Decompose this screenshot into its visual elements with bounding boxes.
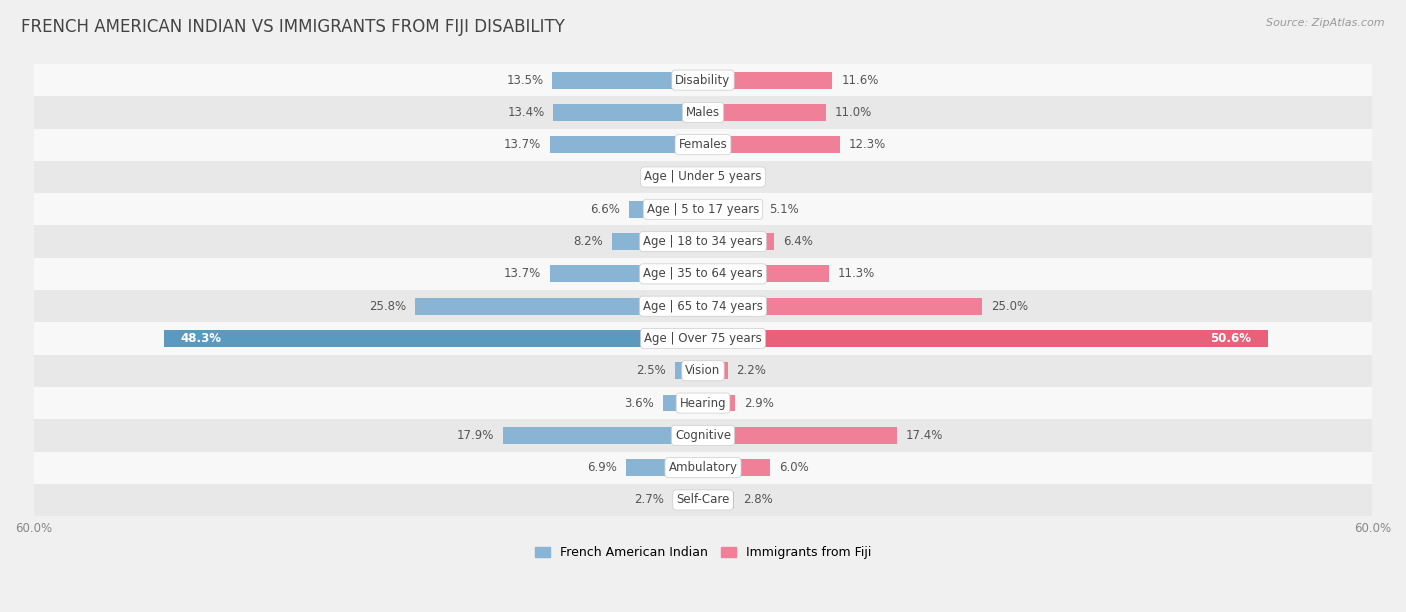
Bar (34, 484, 1372, 516)
Bar (703, 266, 830, 282)
Text: 2.7%: 2.7% (634, 493, 664, 507)
Bar (703, 330, 1268, 347)
Text: Age | 5 to 17 years: Age | 5 to 17 years (647, 203, 759, 216)
Text: Age | 18 to 34 years: Age | 18 to 34 years (643, 235, 763, 248)
Bar (34, 161, 1372, 193)
Text: Vision: Vision (685, 364, 721, 377)
Text: 2.2%: 2.2% (737, 364, 766, 377)
Bar (703, 136, 841, 153)
Bar (630, 201, 703, 218)
Text: 2.9%: 2.9% (744, 397, 775, 409)
Bar (34, 96, 1372, 129)
Bar (554, 104, 703, 121)
Bar (673, 491, 703, 509)
Bar (34, 354, 1372, 387)
Text: 6.6%: 6.6% (591, 203, 620, 216)
Bar (662, 395, 703, 411)
Bar (503, 427, 703, 444)
Text: Self-Care: Self-Care (676, 493, 730, 507)
Text: Age | 35 to 64 years: Age | 35 to 64 years (643, 267, 763, 280)
Text: 0.92%: 0.92% (723, 171, 759, 184)
Text: 6.4%: 6.4% (783, 235, 813, 248)
Bar (34, 419, 1372, 452)
Bar (553, 72, 703, 89)
Text: 3.6%: 3.6% (624, 397, 654, 409)
Bar (703, 298, 981, 315)
Bar (34, 225, 1372, 258)
Text: 13.4%: 13.4% (508, 106, 544, 119)
Bar (703, 491, 734, 509)
Text: 5.1%: 5.1% (769, 203, 799, 216)
Text: 13.5%: 13.5% (506, 73, 544, 87)
Legend: French American Indian, Immigrants from Fiji: French American Indian, Immigrants from … (530, 541, 876, 564)
Text: Age | 65 to 74 years: Age | 65 to 74 years (643, 300, 763, 313)
Text: Males: Males (686, 106, 720, 119)
Text: 6.0%: 6.0% (779, 461, 808, 474)
Bar (34, 258, 1372, 290)
Bar (34, 387, 1372, 419)
Bar (703, 104, 825, 121)
Text: 6.9%: 6.9% (588, 461, 617, 474)
Text: 11.3%: 11.3% (838, 267, 876, 280)
Bar (415, 298, 703, 315)
Text: Age | Under 5 years: Age | Under 5 years (644, 171, 762, 184)
Text: 8.2%: 8.2% (572, 235, 603, 248)
Text: 11.6%: 11.6% (841, 73, 879, 87)
Bar (34, 323, 1372, 354)
Bar (34, 290, 1372, 323)
Text: 11.0%: 11.0% (835, 106, 872, 119)
Bar (626, 459, 703, 476)
Bar (550, 266, 703, 282)
Text: Ambulatory: Ambulatory (668, 461, 738, 474)
Text: 12.3%: 12.3% (849, 138, 886, 151)
Bar (703, 427, 897, 444)
Text: Disability: Disability (675, 73, 731, 87)
Text: 48.3%: 48.3% (181, 332, 222, 345)
Bar (703, 233, 775, 250)
Bar (703, 362, 727, 379)
Text: 2.5%: 2.5% (637, 364, 666, 377)
Text: 13.7%: 13.7% (503, 138, 541, 151)
Text: 2.8%: 2.8% (744, 493, 773, 507)
Bar (703, 459, 770, 476)
Text: Hearing: Hearing (679, 397, 727, 409)
Bar (34, 452, 1372, 484)
Bar (612, 233, 703, 250)
Text: 13.7%: 13.7% (503, 267, 541, 280)
Bar (689, 168, 703, 185)
Text: Source: ZipAtlas.com: Source: ZipAtlas.com (1267, 18, 1385, 28)
Text: Age | Over 75 years: Age | Over 75 years (644, 332, 762, 345)
Text: 25.8%: 25.8% (370, 300, 406, 313)
Bar (34, 193, 1372, 225)
Text: 25.0%: 25.0% (991, 300, 1028, 313)
Text: 1.3%: 1.3% (650, 171, 679, 184)
Bar (703, 395, 735, 411)
Bar (675, 362, 703, 379)
Text: Cognitive: Cognitive (675, 429, 731, 442)
Bar (703, 168, 713, 185)
Text: Females: Females (679, 138, 727, 151)
Text: 17.9%: 17.9% (457, 429, 495, 442)
Bar (34, 64, 1372, 96)
Bar (165, 330, 703, 347)
Bar (703, 201, 759, 218)
Text: 50.6%: 50.6% (1209, 332, 1251, 345)
Bar (550, 136, 703, 153)
Text: 17.4%: 17.4% (905, 429, 943, 442)
Bar (703, 72, 832, 89)
Text: FRENCH AMERICAN INDIAN VS IMMIGRANTS FROM FIJI DISABILITY: FRENCH AMERICAN INDIAN VS IMMIGRANTS FRO… (21, 18, 565, 36)
Bar (34, 129, 1372, 161)
